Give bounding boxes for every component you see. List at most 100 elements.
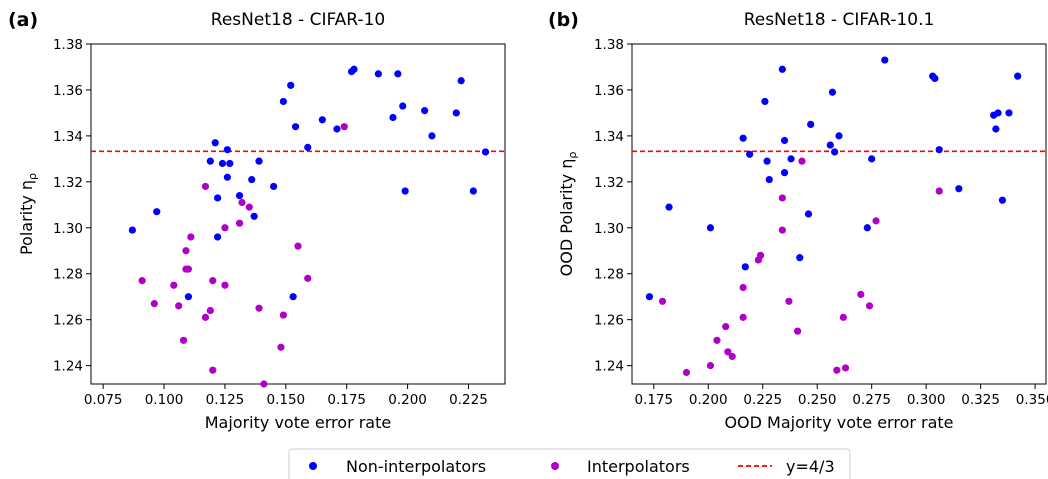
interpolators-point bbox=[841, 364, 850, 372]
y-axis-label-main: OOD Polarity η bbox=[557, 159, 576, 277]
y-axis-label-main: Polarity η bbox=[17, 180, 36, 255]
interpolators-point bbox=[798, 157, 806, 165]
non-interpolators-point bbox=[807, 120, 815, 129]
panel-label: (b) bbox=[548, 9, 579, 31]
non-interpolators-point bbox=[389, 113, 397, 122]
x-tick-label: 0.150 bbox=[266, 392, 305, 408]
interpolators-point bbox=[235, 219, 244, 227]
y-axis-label-subscript: ρ bbox=[26, 173, 39, 180]
non-interpolators-point bbox=[863, 224, 871, 232]
non-interpolators-point bbox=[457, 77, 465, 85]
y-tick-label: 1.30 bbox=[594, 221, 624, 237]
plot-frame bbox=[90, 43, 506, 385]
chart-title: ResNet18 - CIFAR-10 bbox=[211, 10, 385, 30]
interpolators-point bbox=[857, 290, 865, 299]
legend-marker-non-interpolators bbox=[309, 462, 317, 470]
y-tick-label: 1.26 bbox=[594, 313, 624, 329]
interpolators-point bbox=[150, 299, 158, 308]
interpolators-point bbox=[294, 242, 302, 250]
interpolators-point bbox=[728, 352, 736, 361]
x-tick-label: 0.300 bbox=[907, 392, 946, 408]
non-interpolators-point bbox=[235, 192, 244, 200]
non-interpolators-point bbox=[780, 136, 789, 145]
interpolators-point bbox=[722, 322, 730, 331]
legend-label-non-interpolators: Non-interpolators bbox=[346, 457, 486, 476]
non-interpolators-point bbox=[374, 70, 382, 78]
non-interpolators-point bbox=[868, 155, 876, 163]
x-tick-label: 0.250 bbox=[798, 392, 837, 408]
interpolators-point bbox=[255, 304, 263, 312]
y-axis-label: Polarity ηρ bbox=[17, 173, 39, 255]
interpolators-point bbox=[187, 233, 195, 241]
non-interpolators-point bbox=[211, 139, 219, 147]
non-interpolators-point bbox=[645, 293, 654, 301]
interpolators-point bbox=[785, 297, 793, 305]
non-interpolators-point bbox=[223, 173, 231, 181]
non-interpolators-point bbox=[881, 56, 889, 64]
interpolators-point bbox=[713, 336, 721, 344]
interpolators-point bbox=[245, 203, 253, 211]
non-interpolators-point bbox=[746, 150, 754, 158]
interpolators-point bbox=[221, 224, 229, 232]
non-interpolators-point bbox=[270, 182, 278, 191]
x-tick-label: 0.075 bbox=[84, 392, 123, 408]
y-tick-label: 1.36 bbox=[53, 83, 83, 99]
y-tick-label: 1.24 bbox=[594, 359, 624, 375]
non-interpolators-point bbox=[828, 88, 837, 96]
non-interpolators-point bbox=[955, 185, 963, 193]
y-tick-label: 1.34 bbox=[53, 129, 83, 145]
non-interpolators-point bbox=[778, 65, 786, 73]
interpolators-point bbox=[865, 302, 874, 310]
non-interpolators-point bbox=[469, 187, 477, 195]
non-interpolators-point bbox=[804, 210, 813, 218]
non-interpolators-point bbox=[206, 157, 214, 165]
points-layer bbox=[645, 56, 1022, 377]
interpolators-point bbox=[778, 226, 786, 234]
non-interpolators-point bbox=[796, 254, 804, 262]
interpolators-point bbox=[209, 277, 217, 285]
non-interpolators-point bbox=[428, 132, 436, 140]
non-interpolators-point bbox=[226, 159, 234, 168]
legend-item-non-interpolators: Non-interpolators bbox=[309, 457, 486, 476]
non-interpolators-point bbox=[394, 70, 402, 78]
x-tick-label: 0.175 bbox=[634, 392, 673, 408]
non-interpolators-point bbox=[761, 97, 769, 106]
interpolators-point bbox=[682, 368, 691, 377]
non-interpolators-point bbox=[350, 65, 358, 73]
non-interpolators-point bbox=[835, 132, 843, 140]
x-tick-label: 0.325 bbox=[961, 392, 1000, 408]
plot-frame bbox=[631, 43, 1047, 385]
x-axis-label: OOD Majority vote error rate bbox=[724, 413, 953, 432]
x-tick-label: 0.275 bbox=[852, 392, 891, 408]
interpolators-point bbox=[238, 198, 246, 207]
y-tick-label: 1.32 bbox=[594, 175, 624, 191]
non-interpolators-point bbox=[218, 159, 227, 168]
y-tick-label: 1.26 bbox=[53, 313, 83, 329]
non-interpolators-point bbox=[481, 148, 490, 156]
non-interpolators-point bbox=[399, 102, 407, 110]
non-interpolators-point bbox=[289, 293, 297, 301]
interpolators-point bbox=[182, 247, 190, 255]
non-interpolators-point bbox=[831, 148, 839, 156]
non-interpolators-point bbox=[184, 293, 193, 301]
non-interpolators-point bbox=[255, 157, 263, 165]
interpolators-point bbox=[724, 348, 732, 356]
non-interpolators-point bbox=[223, 146, 231, 154]
non-interpolators-point bbox=[1005, 109, 1013, 117]
interpolators-point bbox=[833, 366, 841, 374]
interpolators-point bbox=[304, 274, 312, 282]
non-interpolators-point bbox=[304, 143, 312, 151]
x-tick-label: 0.175 bbox=[327, 392, 366, 408]
x-tick-label: 0.200 bbox=[388, 392, 427, 408]
interpolators-point bbox=[778, 194, 786, 202]
non-interpolators-point bbox=[931, 74, 939, 83]
legend-item-interpolators: Interpolators bbox=[551, 457, 690, 476]
non-interpolators-point bbox=[998, 196, 1007, 204]
interpolators-point bbox=[872, 217, 880, 225]
interpolators-point bbox=[221, 281, 229, 289]
legend-item-reference-line: y=4/3 bbox=[738, 457, 835, 476]
y-tick-label: 1.28 bbox=[53, 267, 83, 283]
legend-box bbox=[288, 448, 851, 479]
non-interpolators-point bbox=[741, 263, 749, 271]
